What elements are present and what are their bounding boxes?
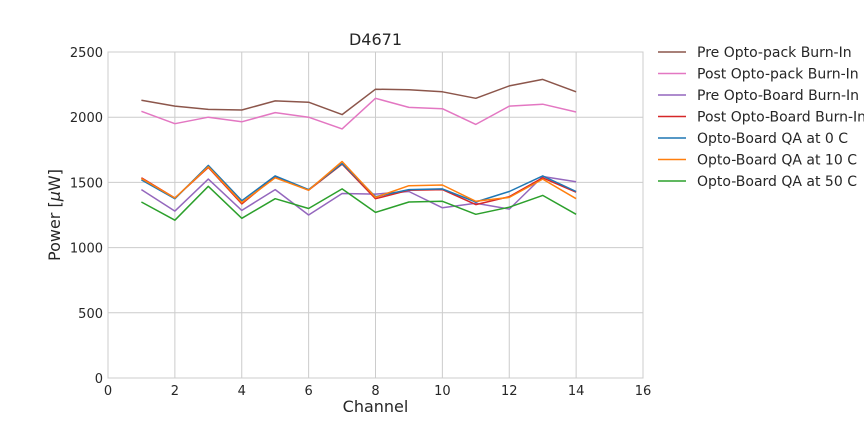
legend-item: Opto-Board QA at 10 C [658,153,857,169]
plot-frame [107,51,644,379]
legend-item: Pre Opto-pack Burn-In [658,45,852,61]
series-line-opto-board-qa-at-10-c [141,160,577,204]
series-line-pre-opto-pack-burn-in [141,78,577,116]
x-tick-label: 14 [568,384,585,399]
y-tick-label: 500 [78,307,103,322]
y-tick-label: 0 [95,372,103,387]
y-tick-label: 2500 [70,46,103,61]
legend-label: Opto-Board QA at 10 C [697,153,857,169]
x-tick-label: 6 [304,384,312,399]
x-tick-label: 10 [434,384,451,399]
legend-label: Pre Opto-Board Burn-In [697,88,859,104]
y-tick-label: 1000 [70,242,103,257]
x-tick-label: 0 [104,384,112,399]
y-axis-label: Power [μW] [45,169,64,261]
legend-label: Post Opto-pack Burn-In [697,67,859,83]
x-tick-label: 12 [501,384,518,399]
y-tick-labels: 0 500 1000 1500 2000 2500 [70,46,103,387]
series-line-post-opto-board-burn-in [141,163,577,206]
x-tick-label: 4 [238,384,246,399]
legend-item: Post Opto-Board Burn-In [658,110,864,126]
x-tick-label: 2 [171,384,179,399]
grid [107,51,644,379]
y-tick-label: 2000 [70,111,103,126]
series-line-post-opto-pack-burn-in [141,97,577,130]
x-tick-label: 8 [371,384,379,399]
legend-label: Opto-Board QA at 0 C [697,131,848,147]
x-axis-label: Channel [343,397,409,416]
legend-item: Pre Opto-Board Burn-In [658,88,859,104]
y-axis-label-prefix: Power [ [45,201,64,261]
legend-label: Opto-Board QA at 50 C [697,174,857,190]
legend-item: Opto-Board QA at 0 C [658,131,848,147]
legend: Pre Opto-pack Burn-In Post Opto-pack Burn… [658,45,864,190]
x-tick-label: 16 [635,384,652,399]
y-axis-label-mu: μ [45,191,64,202]
legend-label: Pre Opto-pack Burn-In [697,45,852,61]
x-tick-labels: 0 2 4 6 8 10 12 14 16 [104,384,651,399]
chart-title: D4671 [349,30,402,49]
y-tick-label: 1500 [70,176,103,191]
legend-label: Post Opto-Board Burn-In [697,110,864,126]
y-axis-label-suffix: W] [45,169,64,191]
series-line-opto-board-qa-at-50-c [141,185,577,221]
legend-item: Post Opto-pack Burn-In [658,67,859,83]
series-lines [140,78,577,221]
legend-item: Opto-Board QA at 50 C [658,174,857,190]
